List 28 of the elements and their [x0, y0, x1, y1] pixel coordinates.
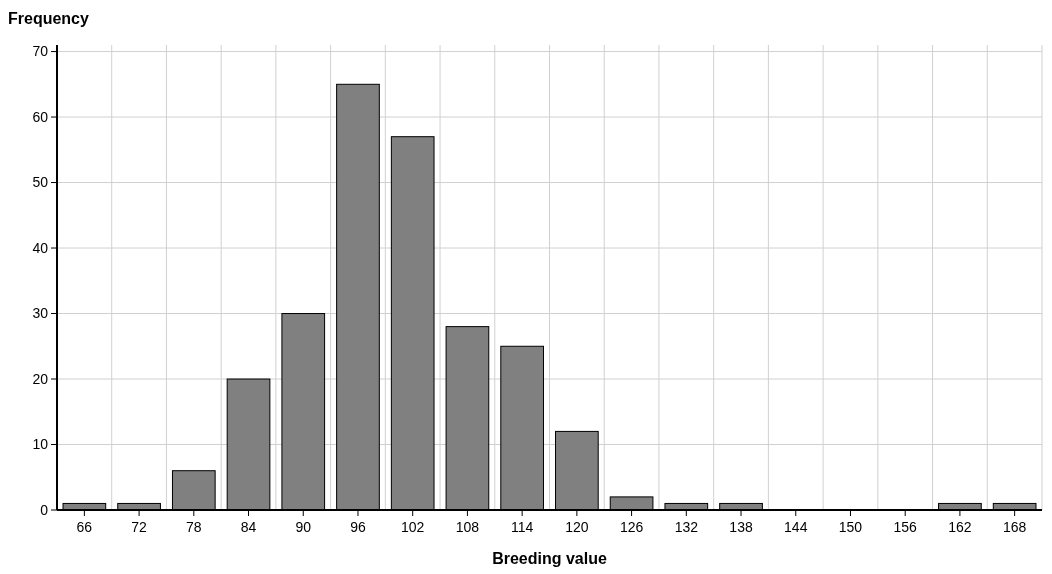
y-tick-label: 70: [32, 43, 49, 60]
x-tick-label: 168: [1002, 519, 1027, 535]
x-tick-label: 144: [784, 519, 808, 535]
x-tick-label: 126: [619, 519, 644, 535]
y-tick-label: 10: [32, 436, 49, 453]
y-axis-title: Frequency: [8, 10, 90, 27]
x-tick-label: 78: [186, 519, 202, 535]
x-tick-label: 90: [295, 519, 312, 535]
x-tick-label: 156: [893, 519, 918, 535]
x-tick-label: 102: [401, 519, 425, 535]
y-tick-label: 60: [32, 108, 49, 125]
x-tick-label: 114: [510, 519, 534, 535]
x-tick-label: 138: [729, 519, 753, 535]
y-tick-label: 0: [40, 501, 49, 518]
x-tick-label: 108: [455, 519, 480, 535]
x-tick-label: 120: [565, 519, 589, 535]
x-tick-label: 132: [674, 519, 699, 535]
y-tick-label: 40: [32, 239, 49, 256]
x-tick-label: 66: [76, 519, 93, 535]
x-tick-label: 96: [350, 519, 366, 535]
x-tick-label: 162: [948, 519, 972, 535]
y-tick-label: 20: [32, 370, 49, 387]
y-tick-label: 30: [32, 305, 49, 322]
x-tick-label: 84: [240, 519, 257, 535]
x-tick-label: 72: [131, 519, 148, 535]
x-tick-label: 150: [838, 519, 863, 535]
x-axis-title: Breeding value: [492, 550, 607, 567]
y-tick-label: 50: [32, 174, 49, 191]
